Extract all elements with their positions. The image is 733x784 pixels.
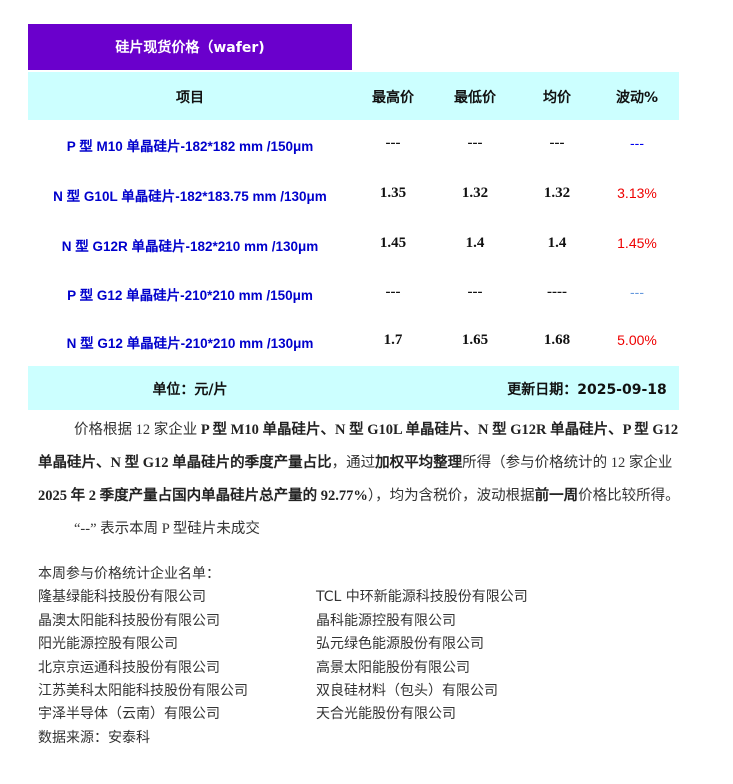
avg-price: --- bbox=[549, 135, 565, 151]
low-price: 1.32 bbox=[461, 185, 489, 201]
table-row: N 型 G12R 单晶硅片-182*210 mm /130μm 1.45 1.4 1.… bbox=[28, 220, 679, 269]
text: ，通过 bbox=[331, 455, 376, 471]
list-title: 本周参与价格统计企业名单： bbox=[38, 566, 220, 582]
high-price: --- bbox=[385, 284, 401, 300]
high-price: 1.7 bbox=[383, 332, 403, 348]
header-low: 最低价 bbox=[454, 90, 496, 106]
text: 加权平均整理 bbox=[375, 455, 463, 471]
low-price: 1.4 bbox=[465, 235, 485, 251]
product-name: N 型 G12 单晶硅片-210*210 mm /130μm bbox=[66, 336, 314, 351]
header-change: 波动% bbox=[615, 90, 659, 106]
price-change: 3.13% bbox=[617, 185, 657, 201]
text: 2025 年 2 季度产量占国内单晶硅片总产量的 92.77% bbox=[38, 488, 368, 504]
table-title: 硅片现货价格（wafer) bbox=[28, 24, 352, 70]
high-price: --- bbox=[385, 135, 401, 151]
table-footer: 单位：元/片 更新日期：2025-09-18 bbox=[28, 366, 679, 410]
company-name: 北京京运通科技股份有限公司 bbox=[38, 659, 220, 676]
price-change: 1.45% bbox=[617, 235, 657, 251]
company-name: 晶澳太阳能科技股份有限公司 bbox=[38, 612, 220, 629]
text: 前一周 bbox=[534, 488, 579, 504]
description-paragraph: 价格根据 12 家企业 P 型 M10 单晶硅片、N 型 G10L 单晶硅片、N… bbox=[38, 414, 683, 513]
company-name: 弘元绿色能源股份有限公司 bbox=[316, 636, 484, 653]
low-price: 1.65 bbox=[461, 332, 489, 348]
company-name: 阳光能源控股有限公司 bbox=[38, 636, 178, 653]
header-avg: 均价 bbox=[543, 90, 571, 106]
company-name: 隆基绿能科技股份有限公司 bbox=[38, 589, 206, 606]
unit-label: 单位：元/片 bbox=[152, 382, 228, 398]
price-change: 5.00% bbox=[617, 332, 657, 348]
text: 所得（参与价格统计的 12 家企业 bbox=[462, 455, 673, 471]
table-header: 项目 最高价 最低价 均价 波动% bbox=[28, 72, 679, 120]
text: 价格根据 12 家企业 bbox=[74, 422, 201, 438]
price-change: --- bbox=[630, 135, 644, 151]
no-trade-note: “--” 表示本周 P 型硅片未成交 bbox=[74, 521, 260, 537]
company-name: 晶科能源控股有限公司 bbox=[316, 612, 456, 629]
company-name: 天合光能股份有限公司 bbox=[316, 706, 456, 723]
high-price: 1.45 bbox=[379, 235, 407, 251]
header-high: 最高价 bbox=[372, 90, 414, 106]
product-name: N 型 G10L 单晶硅片-182*183.75 mm /130μm bbox=[53, 189, 327, 204]
header-item: 项目 bbox=[176, 90, 204, 106]
data-source: 数据来源：安泰科 bbox=[38, 729, 150, 746]
company-name: TCL 中环新能源科技股份有限公司 bbox=[316, 589, 528, 606]
company-name: 高景太阳能股份有限公司 bbox=[316, 659, 470, 676]
product-name: N 型 G12R 单晶硅片-182*210 mm /130μm bbox=[61, 239, 319, 254]
table-row: N 型 G12 单晶硅片-210*210 mm /130μm 1.7 1.65 1.6… bbox=[28, 317, 679, 366]
avg-price: 1.68 bbox=[543, 332, 571, 348]
low-price: --- bbox=[467, 284, 483, 300]
table-row: N 型 G10L 单晶硅片-182*183.75 mm /130μm 1.35 1.… bbox=[28, 170, 679, 219]
table-row: P 型 G12 单晶硅片-210*210 mm /150μm --- --- ----… bbox=[28, 269, 679, 318]
product-name: P 型 G12 单晶硅片-210*210 mm /150μm bbox=[67, 288, 313, 303]
text: 价格比较所得。 bbox=[578, 488, 680, 504]
company-name: 双良硅材料（包头）有限公司 bbox=[316, 683, 498, 700]
notes-section: 价格根据 12 家企业 P 型 M10 单晶硅片、N 型 G10L 单晶硅片、N… bbox=[38, 414, 683, 750]
avg-price: 1.32 bbox=[543, 185, 571, 201]
text: P 型 M10 单晶硅片、N 型 G10L 单晶硅片、N 型 G12R 单晶硅片… bbox=[38, 422, 679, 471]
company-list: 本周参与价格统计企业名单： 隆基绿能科技股份有限公司 TCL 中环新能源科技股份有… bbox=[38, 563, 683, 750]
avg-price: ---- bbox=[547, 284, 567, 300]
price-change: --- bbox=[630, 284, 644, 300]
low-price: --- bbox=[467, 135, 483, 151]
company-name: 宇泽半导体（云南）有限公司 bbox=[38, 706, 220, 723]
high-price: 1.35 bbox=[379, 185, 407, 201]
update-date: 更新日期：2025-09-18 bbox=[507, 382, 667, 398]
table-row: P 型 M10 单晶硅片-182*182 mm /150μm --- --- --- -… bbox=[28, 120, 679, 169]
product-name: P 型 M10 单晶硅片-182*182 mm /150μm bbox=[66, 139, 314, 154]
text: ），均为含税价，波动根据 bbox=[367, 488, 535, 504]
avg-price: 1.4 bbox=[547, 235, 567, 251]
company-name: 江苏美科太阳能科技股份有限公司 bbox=[38, 683, 248, 700]
